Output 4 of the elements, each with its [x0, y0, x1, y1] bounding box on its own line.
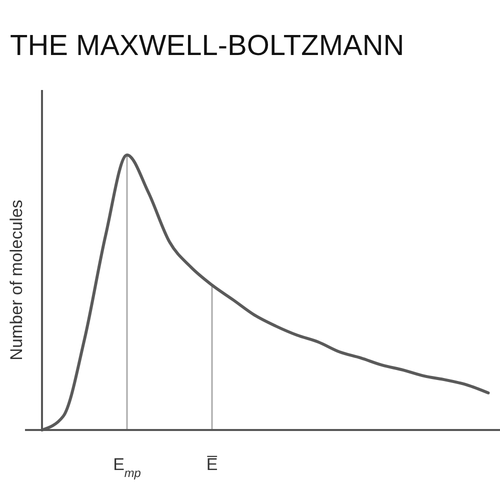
- x-tick-label: E$_{mp}$: [113, 455, 142, 480]
- chart-title: THE MAXWELL-BOLTZMANN: [10, 30, 404, 62]
- x-tick-label: E̅: [206, 455, 218, 474]
- y-axis-title: Number of molecules: [7, 200, 26, 360]
